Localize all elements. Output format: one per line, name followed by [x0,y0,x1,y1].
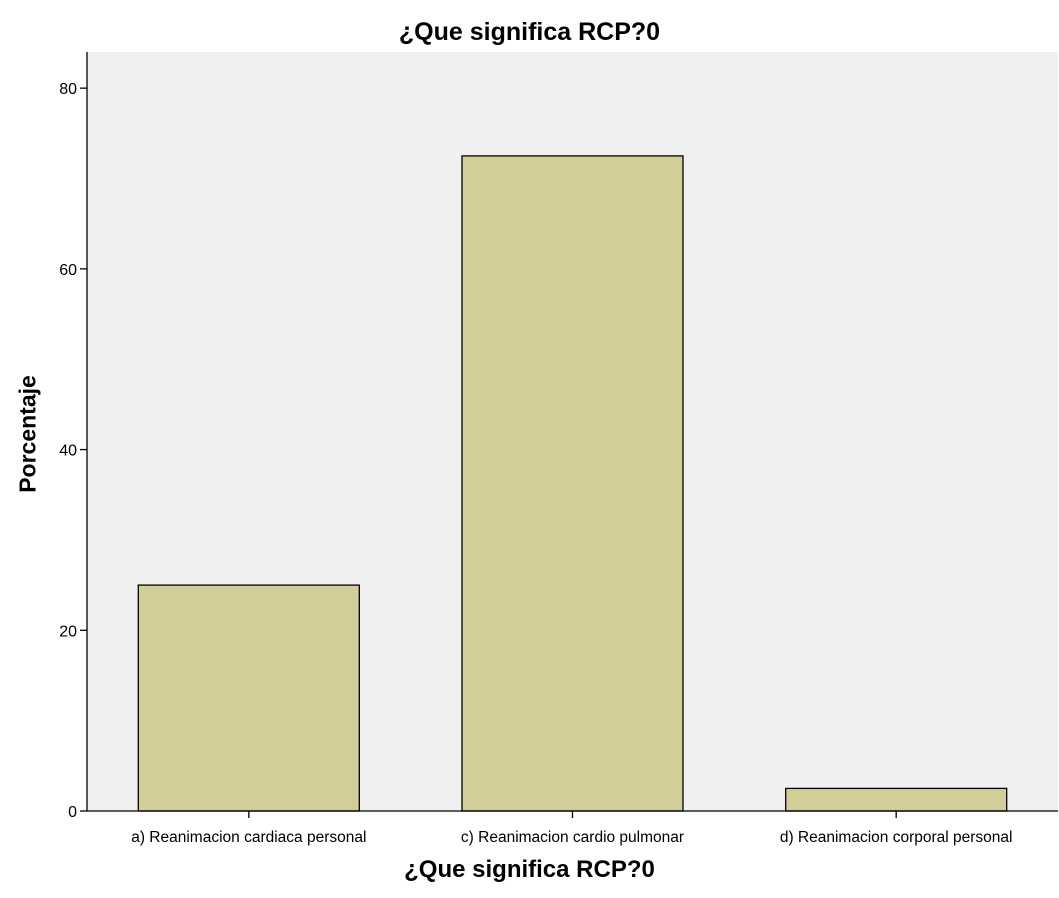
y-tick-label: 40 [59,443,77,460]
category-label: c) Reanimacion cardio pulmonar [461,829,684,846]
y-tick-label: 60 [59,262,77,279]
category-label: d) Reanimacion corporal personal [780,829,1013,846]
y-tick-label: 0 [68,804,77,821]
x-axis-label: ¿Que significa RCP?0 [404,856,655,883]
y-tick-label: 80 [59,81,77,98]
bar [785,787,1008,812]
category-label: a) Reanimacion cardiaca personal [131,829,366,846]
bar [137,584,360,812]
bar [461,155,684,812]
y-tick-label: 20 [59,623,77,640]
chart-title: ¿Que significa RCP?0 [398,18,661,46]
